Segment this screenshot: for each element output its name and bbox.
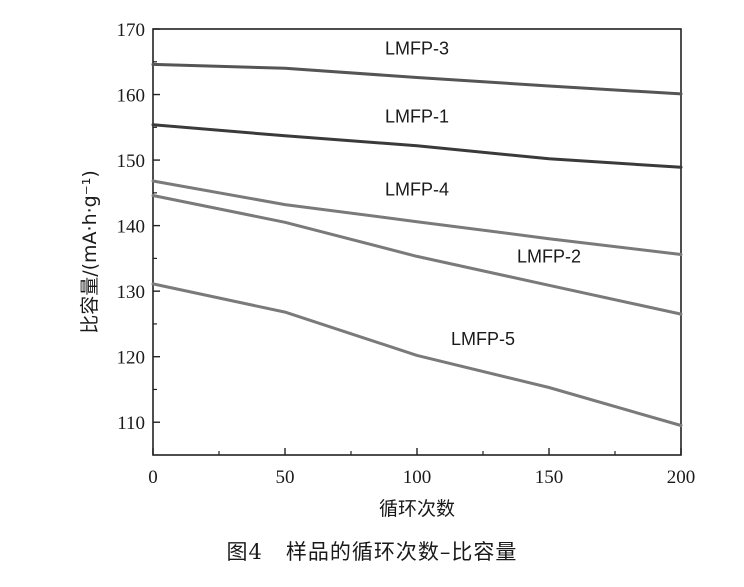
y-tick-label: 150	[117, 151, 146, 172]
x-tick-label: 150	[535, 467, 564, 488]
x-tick-label: 100	[403, 467, 432, 488]
x-axis-title: 循环次数	[379, 498, 455, 520]
plot-frame	[152, 28, 682, 456]
y-tick-label: 120	[117, 348, 146, 369]
series-line-lmfp-5	[151, 282, 683, 427]
series-line-lmfp-2	[151, 194, 683, 316]
figure-caption: 图4 样品的循环次数–比容量	[226, 540, 518, 564]
series-label-lmfp-3: LMFP-3	[385, 39, 449, 59]
plot-border	[152, 28, 682, 456]
series-line-lmfp-4	[151, 179, 683, 256]
x-tick-label: 0	[148, 467, 158, 488]
y-tick-label: 130	[117, 282, 146, 303]
series-label-lmfp-4: LMFP-4	[385, 179, 449, 199]
chart: 0 50 100 150 200 110 120 130 140 150 160 170 LMFP-…	[79, 20, 695, 520]
series-line-lmfp-3	[151, 62, 683, 96]
series-label-lmfp-2: LMFP-2	[517, 246, 581, 266]
y-tick-label: 110	[117, 413, 145, 434]
x-tick-label: 200	[667, 467, 696, 488]
series-line-lmfp-1	[151, 123, 683, 169]
x-tick-label: 50	[276, 467, 295, 488]
y-tick-label: 170	[117, 20, 146, 41]
y-tick-label: 160	[117, 86, 146, 107]
series-label-lmfp-1: LMFP-1	[385, 107, 449, 127]
y-tick-label: 140	[117, 217, 146, 238]
series-label-lmfp-5: LMFP-5	[451, 329, 515, 349]
series-labels: LMFP-3 LMFP-1 LMFP-4 LMFP-2 LMFP-5	[385, 39, 581, 350]
x-axis: 0 50 100 150 200	[148, 448, 695, 488]
y-axis-title: 比容量/(mA·h·g⁻¹)	[79, 170, 101, 334]
y-axis: 110 120 130 140 150 160 170	[117, 20, 160, 434]
series-lines	[151, 62, 683, 427]
